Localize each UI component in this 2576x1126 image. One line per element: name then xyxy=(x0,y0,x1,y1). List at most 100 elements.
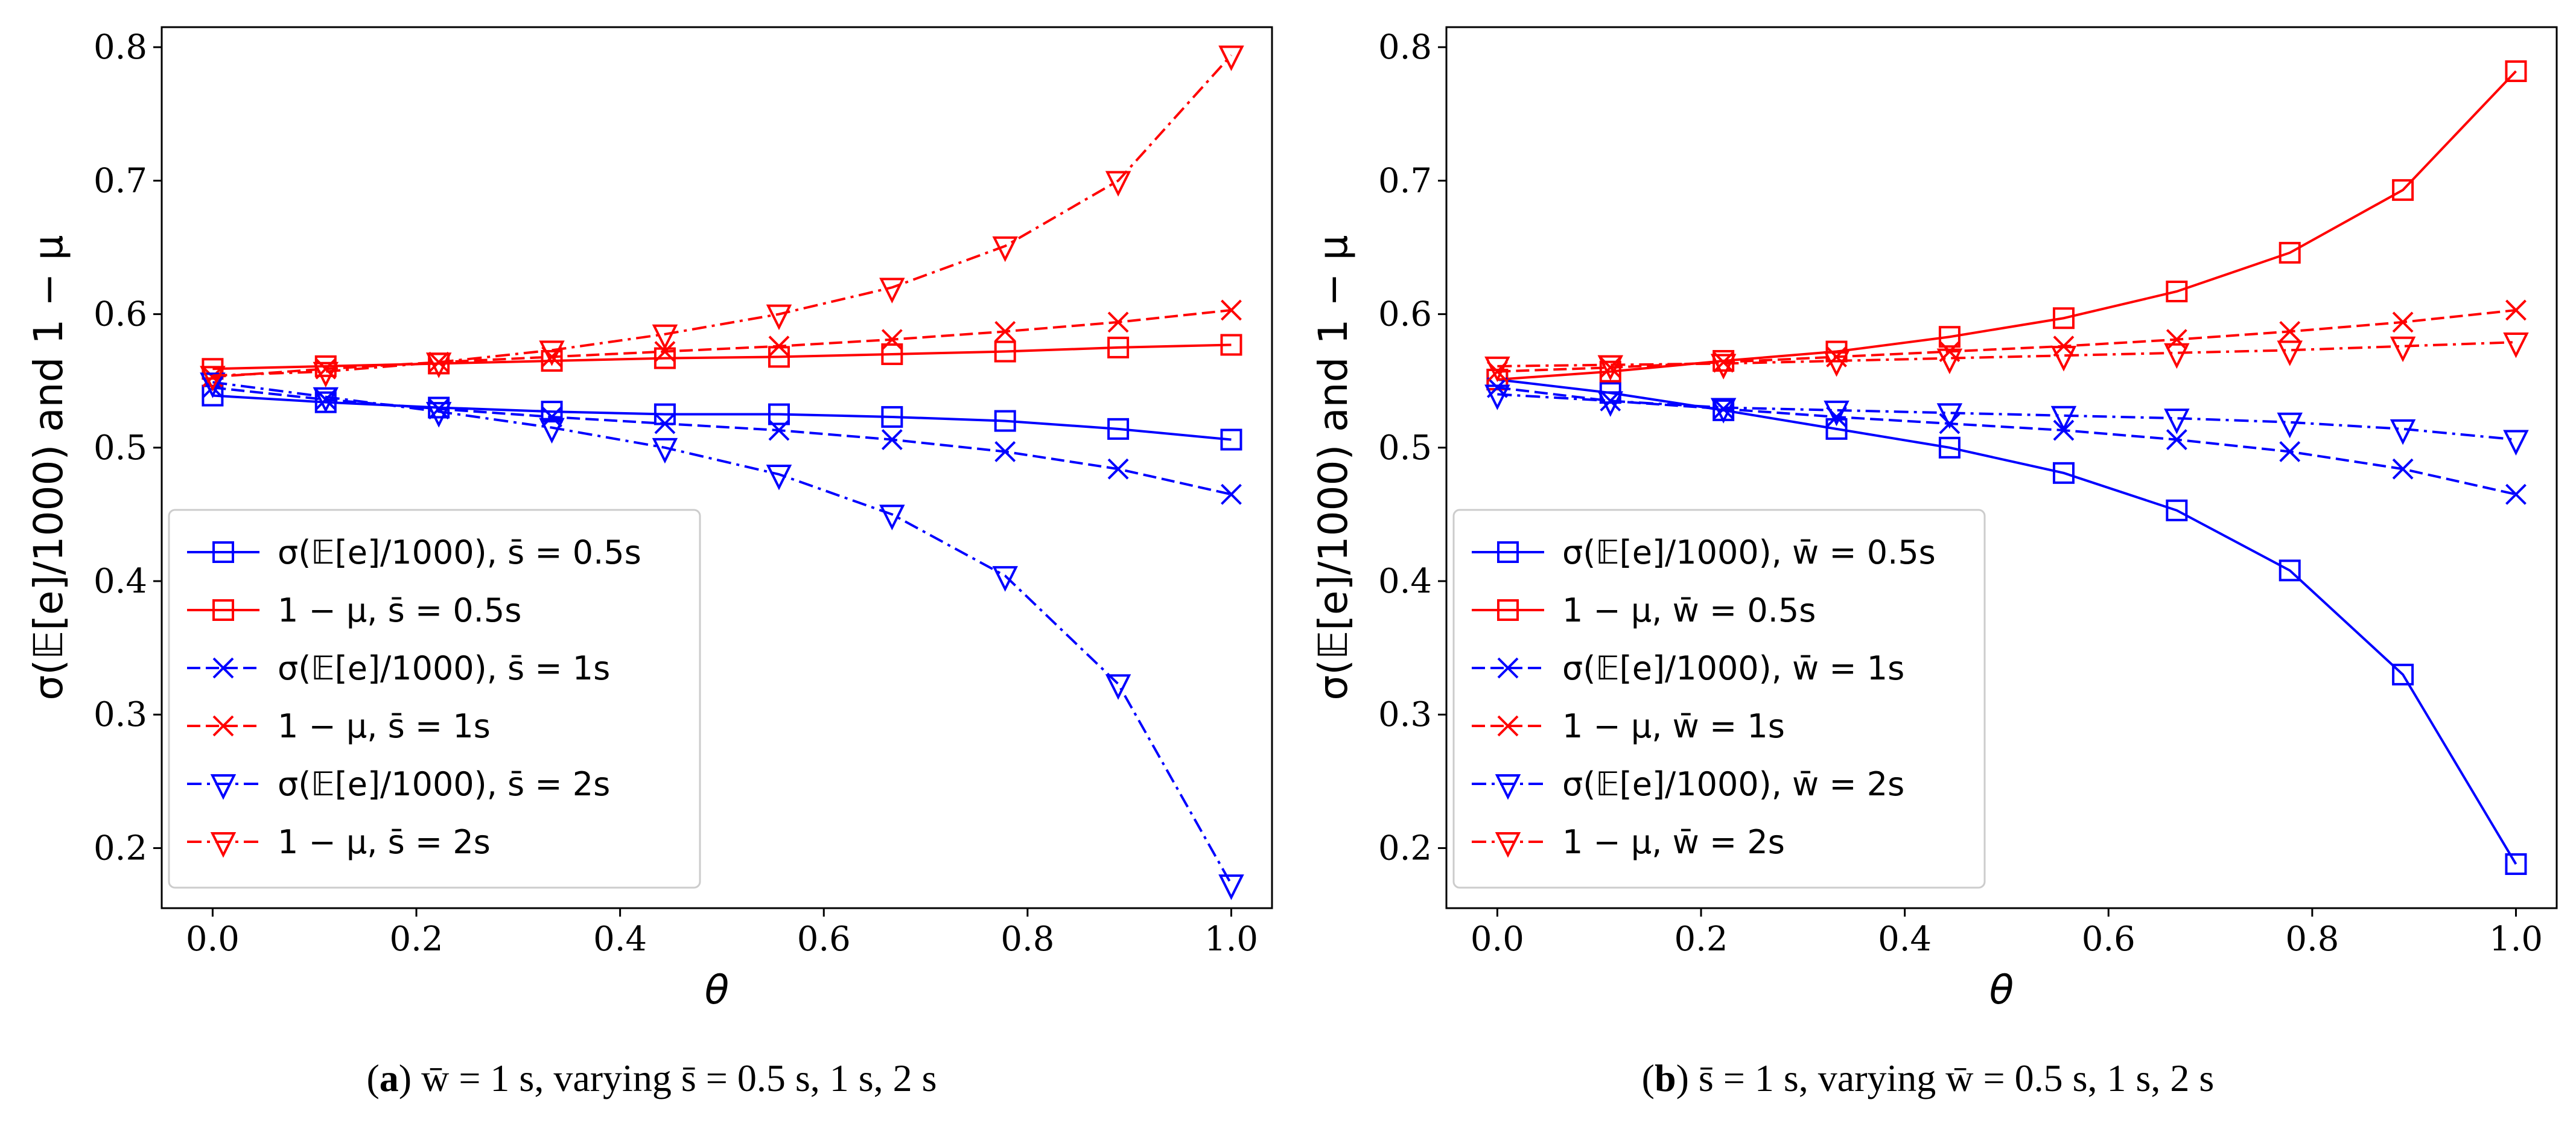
x-tick-label: 1.0 xyxy=(2489,920,2543,959)
data-point xyxy=(2166,499,2188,521)
data-point xyxy=(1710,398,1737,424)
legend: σ(𝔼[e]/1000), s̄ = 0.5s 1 − μ, s̄ = 0.5s σ… xyxy=(168,509,701,889)
data-point xyxy=(200,372,226,398)
caption-a: (a) w̄ = 1 s, varying s̄ = 0.5 s, 1 s, 2… xyxy=(366,1057,937,1099)
y-tick-label: 0.8 xyxy=(1378,28,1432,67)
data-point xyxy=(1825,418,1848,440)
data-point xyxy=(541,350,563,372)
legend-label: 1 − μ, w̄ = 2s xyxy=(1562,823,1785,861)
y-tick-label: 0.8 xyxy=(94,28,147,67)
legend-marker xyxy=(210,774,237,800)
legend-marker xyxy=(1497,657,1519,679)
legend-marker xyxy=(212,599,234,621)
data-point xyxy=(1600,357,1621,378)
data-point xyxy=(1221,299,1242,321)
legend-marker xyxy=(212,657,234,679)
legend-marker xyxy=(212,541,234,563)
data-point xyxy=(2050,346,2077,372)
data-point xyxy=(2164,409,2190,434)
y-tick-label: 0.6 xyxy=(94,295,147,334)
data-point xyxy=(539,340,565,366)
data-point xyxy=(1597,355,1624,381)
data-point xyxy=(881,329,903,351)
data-point xyxy=(1218,874,1244,900)
series-line xyxy=(1497,308,2516,373)
data-point xyxy=(1824,400,1849,427)
data-point xyxy=(2392,179,2414,201)
x-tick-label: 0.2 xyxy=(1674,920,1728,959)
data-point xyxy=(2279,241,2301,264)
y-tick-label: 0.4 xyxy=(94,562,147,601)
data-point xyxy=(2164,343,2190,369)
data-point xyxy=(881,343,903,365)
legend-box xyxy=(1452,509,1986,889)
legend-label: 1 − μ, s̄ = 2s xyxy=(278,823,491,861)
data-point xyxy=(1221,483,1242,505)
y-tick-label: 0.4 xyxy=(1378,562,1432,601)
data-point xyxy=(1599,360,1621,383)
data-point xyxy=(1600,390,1621,412)
legend-marker xyxy=(210,832,237,858)
data-point xyxy=(992,566,1018,592)
x-tick-label: 0.4 xyxy=(593,920,647,959)
legend-marker xyxy=(1497,541,1519,563)
data-point xyxy=(2503,332,2529,358)
data-point xyxy=(425,352,452,378)
data-point xyxy=(1220,334,1242,356)
x-tick-label: 0.8 xyxy=(2285,920,2339,959)
series-line xyxy=(212,54,1232,377)
series-line xyxy=(1497,70,2517,381)
y-tick-label: 0.5 xyxy=(1378,428,1432,468)
caption-a-text: w̄ = 1 s, varying s̄ = 0.5 s, 1 s, 2 s xyxy=(412,1057,937,1099)
data-point xyxy=(1105,171,1131,197)
data-point xyxy=(541,406,562,428)
data-point xyxy=(881,429,903,450)
data-point xyxy=(654,413,676,434)
legend-marker xyxy=(1497,599,1519,621)
data-point xyxy=(541,401,563,423)
data-point xyxy=(2279,441,2301,462)
data-point xyxy=(1107,311,1129,333)
x-tick-label: 0.0 xyxy=(1471,920,1524,959)
data-point xyxy=(1824,351,1849,377)
data-point xyxy=(2505,299,2527,321)
data-point xyxy=(2505,483,2527,505)
data-point xyxy=(2277,412,2303,439)
series-line xyxy=(212,381,1233,885)
series-line xyxy=(212,386,1232,496)
series-line xyxy=(212,308,1232,378)
data-point xyxy=(766,465,792,491)
data-point xyxy=(315,389,337,410)
legend-box xyxy=(168,509,701,889)
data-point xyxy=(994,410,1016,432)
data-point xyxy=(994,441,1016,462)
data-point xyxy=(539,418,565,444)
data-point xyxy=(1107,418,1130,440)
legend-label: 1 − μ, s̄ = 1s xyxy=(278,707,491,745)
y-tick-label: 0.5 xyxy=(94,428,147,468)
data-point xyxy=(313,361,339,388)
plot-frame xyxy=(1445,26,2558,909)
legend-label: σ(𝔼[e]/1000), w̄ = 2s xyxy=(1562,765,1904,803)
legend-marker xyxy=(1497,715,1519,737)
data-point xyxy=(2052,307,2075,329)
data-point xyxy=(2166,429,2187,450)
data-point xyxy=(2390,419,2416,445)
series-line xyxy=(1497,393,2516,441)
x-axis-label: θ xyxy=(705,967,729,1013)
data-point xyxy=(768,403,790,425)
y-tick-label: 0.3 xyxy=(1378,695,1432,734)
legend-label: σ(𝔼[e]/1000), s̄ = 0.5s xyxy=(278,533,641,571)
legend-label: σ(𝔼[e]/1000), s̄ = 1s xyxy=(278,649,610,687)
data-point xyxy=(1936,403,1963,429)
data-point xyxy=(1713,398,1734,420)
legend-marker xyxy=(1495,832,1521,858)
data-point xyxy=(654,341,676,362)
x-tick-label: 0.6 xyxy=(2082,920,2136,959)
panel-b: 0.0 0.2 0.4 0.6 0.8 1.0 0.2 0.3 0.4 0.5 0.6 0.7 0.8 θ… xyxy=(1310,26,2558,1013)
data-point xyxy=(2279,320,2301,342)
data-point xyxy=(313,387,339,413)
data-point xyxy=(2503,430,2529,456)
data-point xyxy=(1938,326,1961,348)
